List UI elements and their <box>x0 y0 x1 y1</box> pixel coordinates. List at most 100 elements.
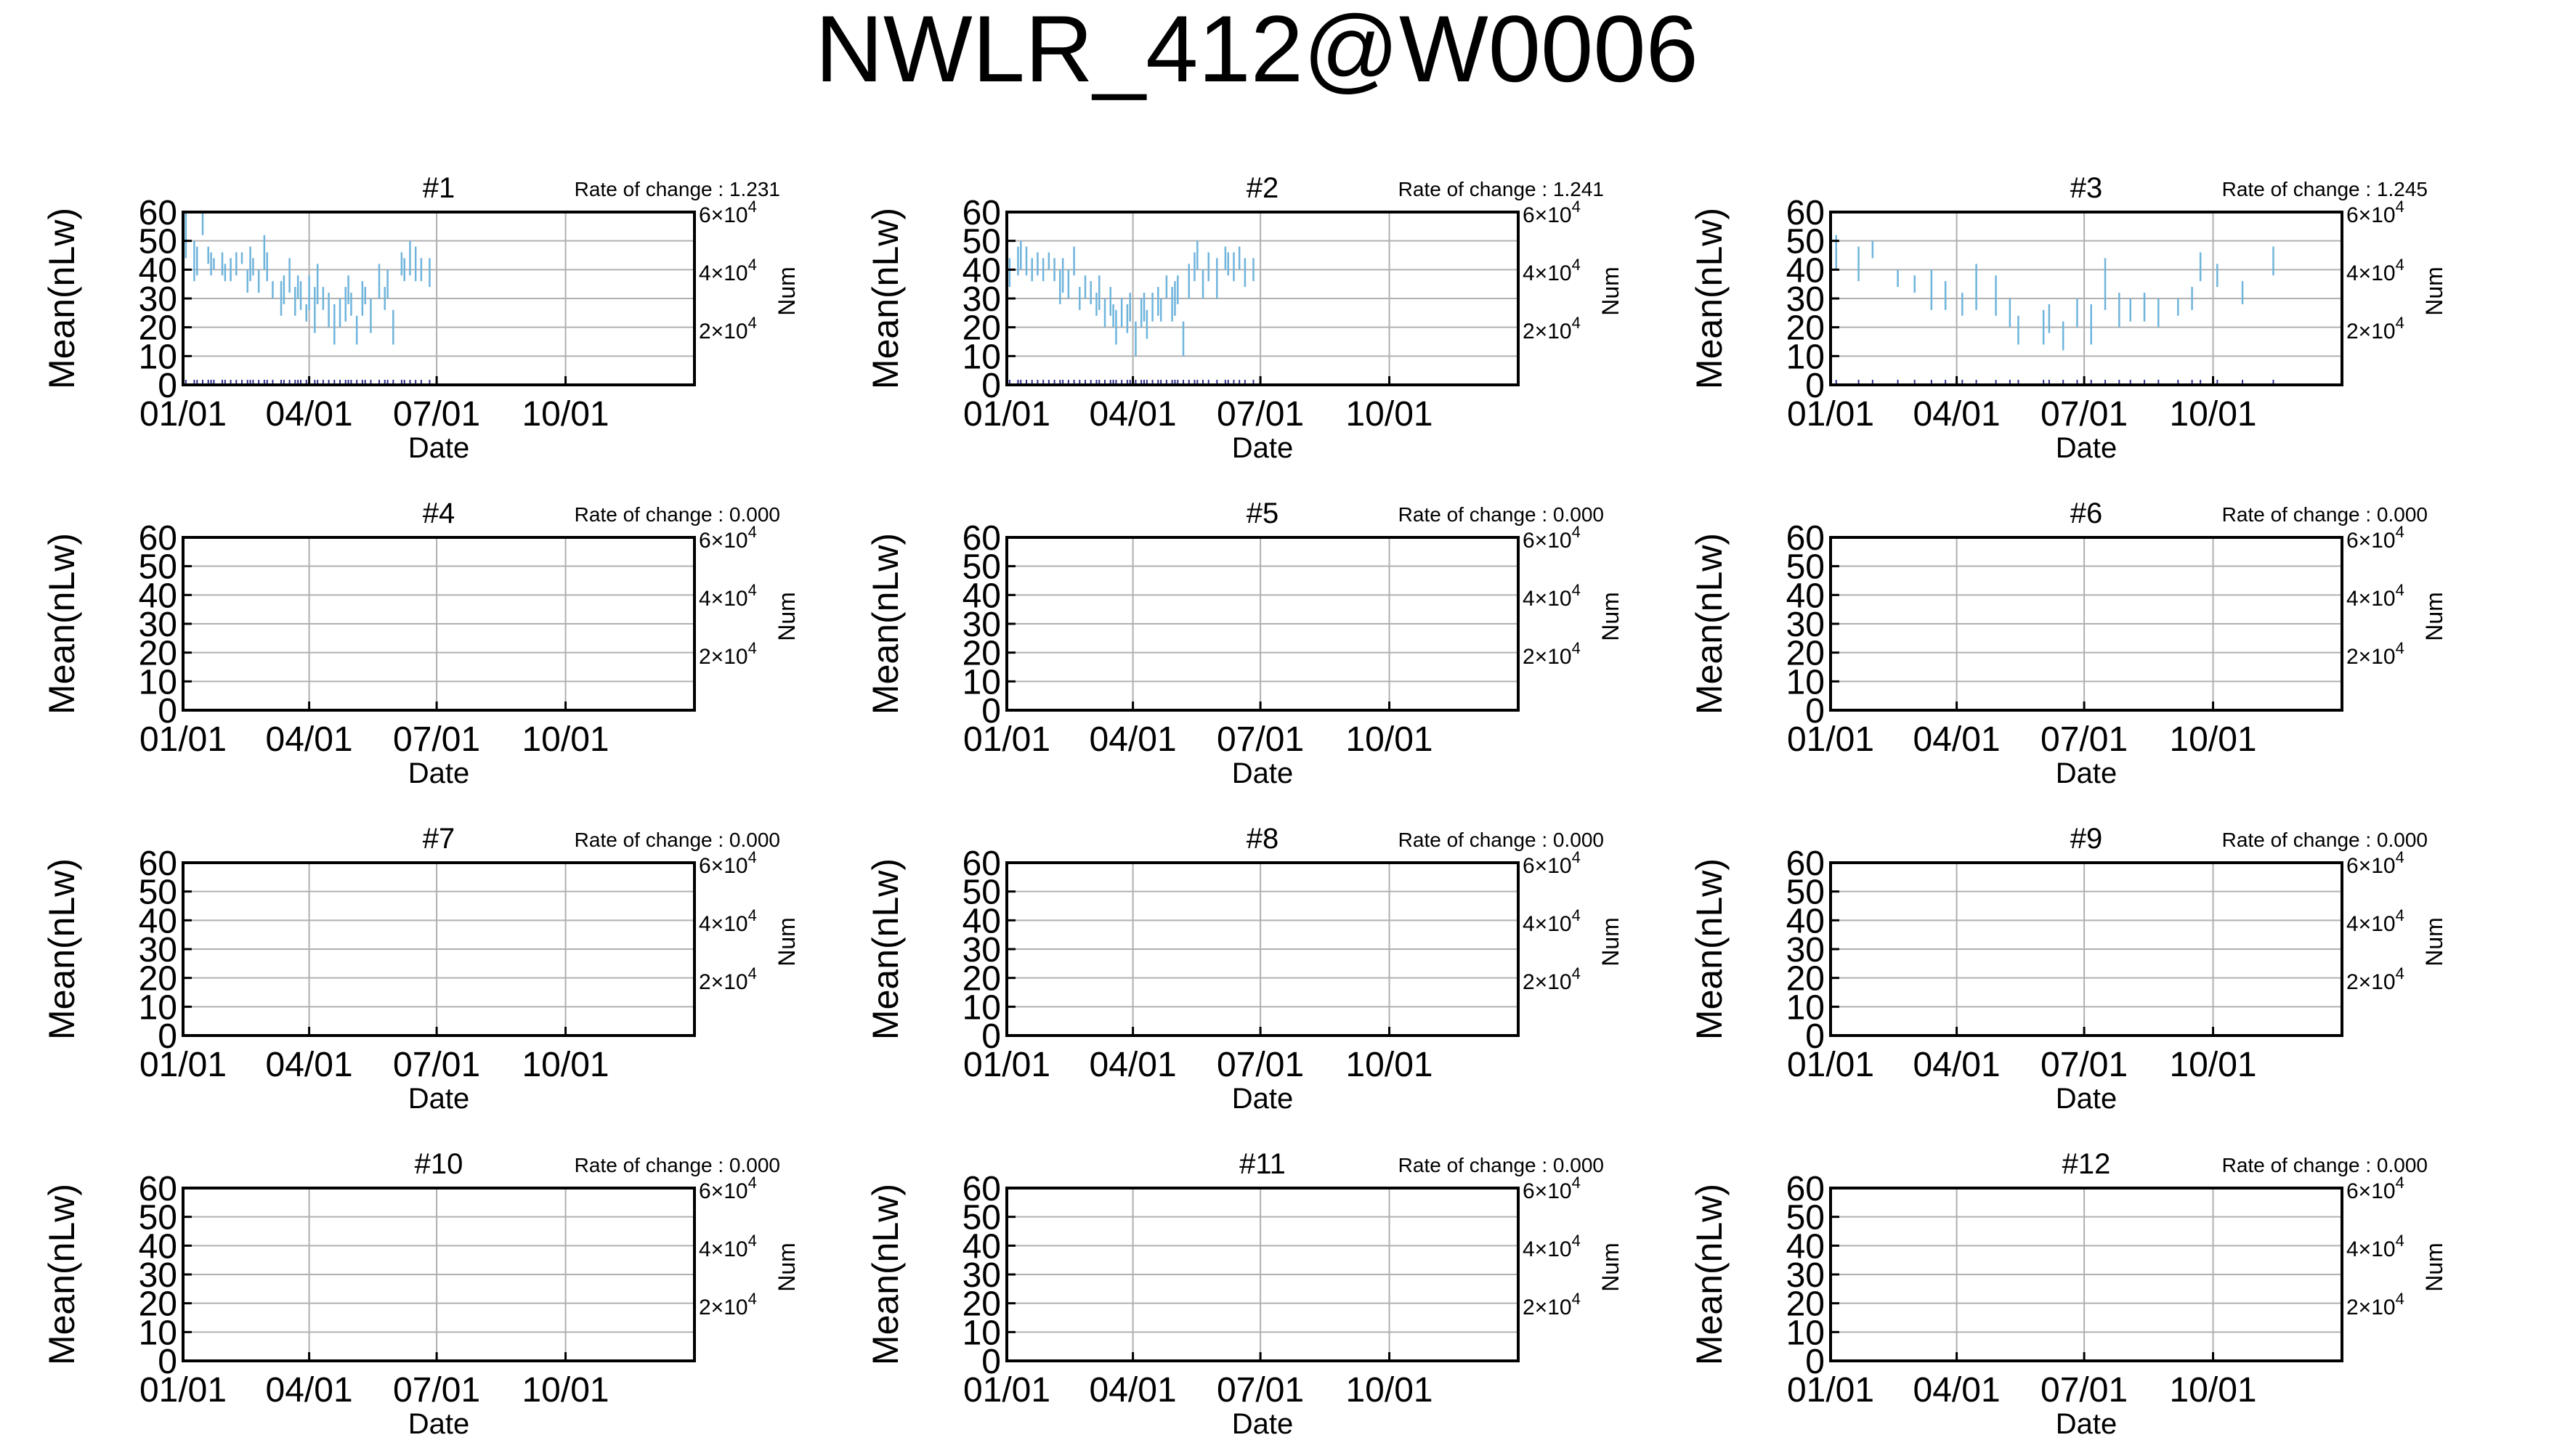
y-tick-label: 40 <box>139 902 177 940</box>
y-tick-label: 60 <box>139 194 177 232</box>
y-tick-label: 30 <box>139 1256 177 1295</box>
x-tick-label: 10/01 <box>1345 720 1432 759</box>
y-tick-label: 20 <box>963 635 1001 673</box>
x-tick-label: 01/01 <box>139 395 227 434</box>
y-tick-label: 20 <box>963 1285 1001 1324</box>
y-axis-label: Mean(nLw) <box>1689 1184 1730 1365</box>
y-tick-label: 50 <box>963 1199 1001 1237</box>
y-tick-label: 40 <box>963 251 1001 290</box>
y2-tick-base: 2×10 <box>1523 970 1572 994</box>
y2-tick-label: 4×104 <box>1523 581 1581 611</box>
y-tick-label: 0 <box>158 1017 177 1056</box>
y-tick-label: 20 <box>963 309 1001 348</box>
rate-of-change: Rate of change : 1.241 <box>1398 178 1604 200</box>
x-tick-label: 01/01 <box>1787 1371 1874 1410</box>
y2-tick-label: 4×104 <box>699 581 757 611</box>
y-tick-label: 40 <box>1786 1227 1825 1266</box>
rate-of-change: Rate of change : 0.000 <box>2222 503 2428 526</box>
y-tick-label: 10 <box>139 988 177 1027</box>
rate-of-change: Rate of change : 0.000 <box>575 1154 780 1176</box>
y-tick-label: 30 <box>139 606 177 644</box>
y-axis-label: Mean(nLw) <box>865 533 906 715</box>
y-tick-label: 50 <box>139 548 177 587</box>
x-axis-label: Date <box>408 1408 470 1440</box>
panel-title: #1 <box>423 172 455 204</box>
y2-tick-exp: 4 <box>2396 1290 2404 1308</box>
y-tick-label: 30 <box>963 280 1001 319</box>
y2-tick-exp: 4 <box>1572 523 1581 541</box>
y2-tick-base: 4×10 <box>1523 1237 1572 1261</box>
y2-tick-base: 6×10 <box>2346 1179 2396 1203</box>
y2-tick-base: 2×10 <box>699 1296 748 1319</box>
x-tick-label: 10/01 <box>2169 1371 2256 1410</box>
rate-of-change: Rate of change : 0.000 <box>1398 829 1604 851</box>
x-tick-label: 01/01 <box>963 1371 1050 1410</box>
x-tick-label: 07/01 <box>1217 1046 1304 1084</box>
x-tick-label: 01/01 <box>139 720 227 759</box>
y2-tick-exp: 4 <box>1572 581 1581 599</box>
y2-tick-label: 6×104 <box>2346 848 2404 878</box>
y-tick-label: 10 <box>1786 988 1825 1027</box>
x-tick-label: 04/01 <box>1913 720 2001 759</box>
y-axis-label: Mean(nLw) <box>1689 533 1730 715</box>
y-tick-label: 60 <box>963 1170 1001 1208</box>
x-tick-label: 04/01 <box>266 1371 353 1410</box>
y2-axis-label: Num <box>1597 267 1624 316</box>
y2-tick-exp: 4 <box>2396 964 2404 983</box>
y2-tick-base: 2×10 <box>699 645 748 669</box>
y-tick-label: 20 <box>139 1285 177 1324</box>
x-tick-label: 04/01 <box>1090 395 1177 434</box>
y2-tick-base: 6×10 <box>699 529 748 553</box>
y2-tick-label: 2×104 <box>1523 964 1581 994</box>
x-tick-label: 04/01 <box>1913 395 2001 434</box>
panel-title: #4 <box>423 497 455 529</box>
y2-axis-label: Num <box>774 1243 800 1292</box>
y-tick-label: 0 <box>158 367 177 405</box>
y2-axis-label: Num <box>2421 1243 2447 1292</box>
x-tick-label: 04/01 <box>1090 720 1177 759</box>
x-axis-label: Date <box>2056 1408 2118 1440</box>
x-tick-label: 01/01 <box>139 1046 227 1084</box>
y-tick-label: 40 <box>1786 902 1825 940</box>
y2-tick-label: 4×104 <box>2346 256 2404 285</box>
y-tick-label: 20 <box>963 960 1001 999</box>
y2-tick-base: 4×10 <box>699 1237 748 1261</box>
panel-title: #2 <box>1247 172 1279 204</box>
y2-tick-base: 6×10 <box>1523 529 1572 553</box>
y-tick-label: 20 <box>1786 309 1825 348</box>
x-tick-label: 10/01 <box>522 1371 609 1410</box>
panel-title: #8 <box>1247 823 1279 855</box>
panel-title: #12 <box>2062 1148 2111 1180</box>
rate-of-change: Rate of change : 0.000 <box>1398 503 1604 526</box>
x-tick-label: 07/01 <box>2041 395 2128 434</box>
y-axis-label: Mean(nLw) <box>865 858 906 1040</box>
y2-tick-exp: 4 <box>748 906 757 924</box>
y-tick-label: 30 <box>139 280 177 319</box>
y2-tick-label: 6×104 <box>2346 523 2404 553</box>
y-tick-label: 20 <box>139 960 177 999</box>
x-tick-label: 07/01 <box>2041 1046 2128 1084</box>
y-tick-label: 50 <box>963 874 1001 912</box>
y2-tick-exp: 4 <box>1572 1232 1581 1250</box>
y-tick-label: 30 <box>1786 606 1825 644</box>
y2-tick-label: 4×104 <box>699 256 757 285</box>
x-tick-label: 01/01 <box>1787 1046 1874 1084</box>
y-tick-label: 60 <box>139 1170 177 1208</box>
x-tick-label: 07/01 <box>1217 720 1304 759</box>
y-tick-label: 40 <box>1786 251 1825 290</box>
x-tick-label: 01/01 <box>963 395 1050 434</box>
y2-tick-label: 2×104 <box>2346 639 2404 669</box>
y2-tick-exp: 4 <box>1572 1290 1581 1308</box>
y2-tick-exp: 4 <box>2396 906 2404 924</box>
y2-tick-label: 6×104 <box>699 198 757 227</box>
y2-tick-exp: 4 <box>1572 906 1581 924</box>
y2-tick-base: 6×10 <box>1523 1179 1572 1203</box>
y-tick-label: 20 <box>139 635 177 673</box>
x-tick-label: 01/01 <box>1787 720 1874 759</box>
y-tick-label: 10 <box>139 338 177 376</box>
x-tick-label: 10/01 <box>1345 395 1432 434</box>
